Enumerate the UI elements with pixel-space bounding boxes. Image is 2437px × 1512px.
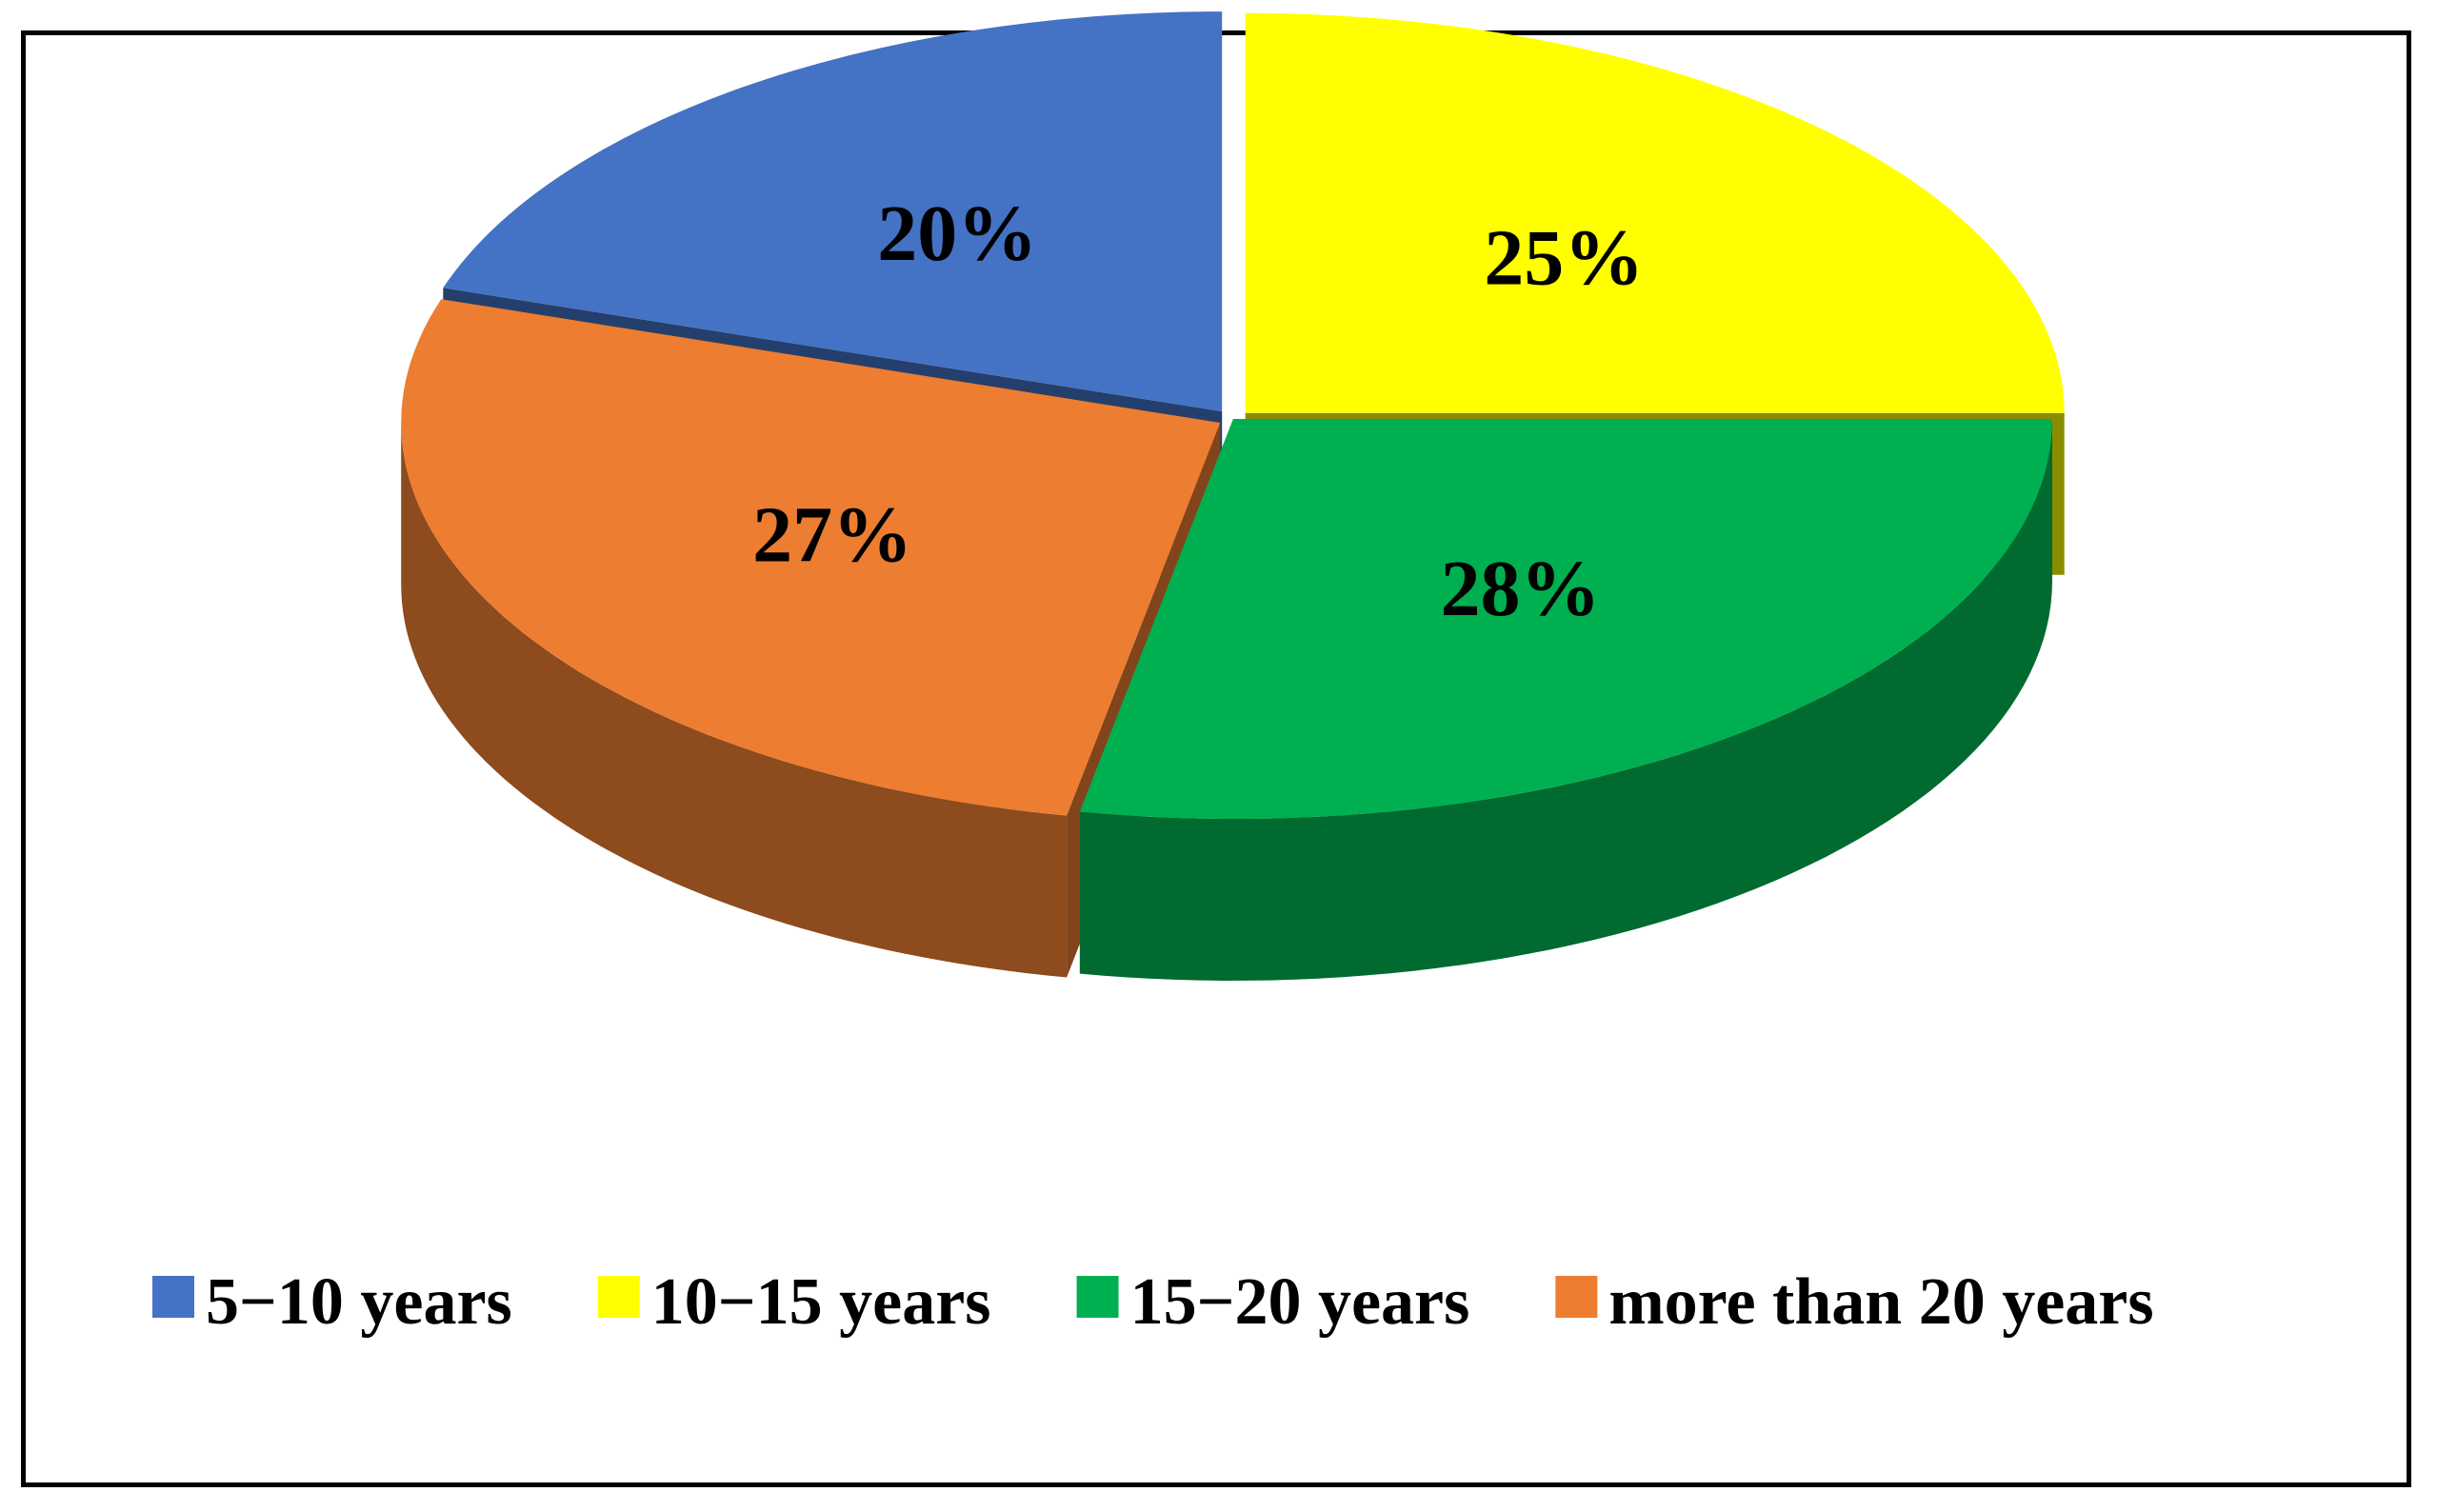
pie-slice: [1245, 12, 2065, 413]
pie-slice: [1079, 419, 2052, 820]
legend-swatch: [152, 1276, 194, 1318]
legend-label: 15−20 years: [1130, 1265, 1470, 1339]
legend-swatch: [597, 1276, 640, 1318]
legend-label: more than 20 years: [1608, 1265, 2153, 1339]
pie-slice: [401, 299, 1221, 816]
slice-label: 20%: [877, 189, 1037, 278]
pie-slices: [401, 11, 2065, 981]
slice-side-wall: [401, 423, 1068, 978]
legend-swatch: [1555, 1276, 1598, 1318]
legend-label: 5−10 years: [206, 1265, 512, 1339]
legend-swatch: [1076, 1276, 1119, 1318]
pie-slice: [443, 11, 1223, 412]
slice-labels: 25% 28% 27% 20%: [752, 189, 1644, 633]
slice-side-wall: [1079, 419, 2052, 981]
slice-label: 25%: [1484, 213, 1644, 302]
slice-label: 28%: [1441, 545, 1601, 633]
legend-label: 10−15 years: [651, 1265, 991, 1339]
chart-legend: 5−10 years 10−15 years 15−20 years more tha…: [152, 1265, 2154, 1339]
slice-label: 27%: [752, 491, 912, 580]
